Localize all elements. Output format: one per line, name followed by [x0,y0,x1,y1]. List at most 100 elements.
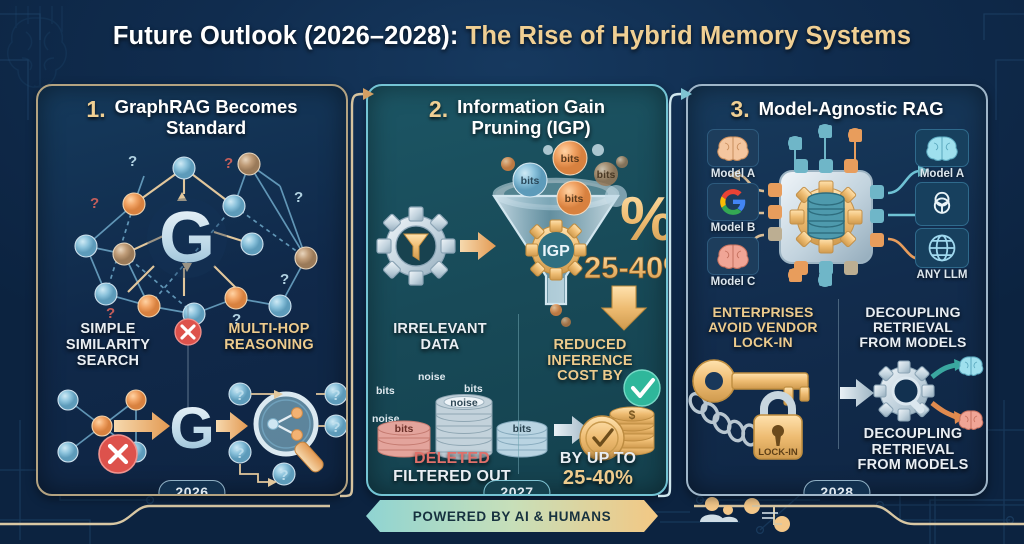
svg-text:?: ? [280,271,289,288]
panel1-title: GraphRAG Becomes Standard [114,96,298,138]
panel3-title: Model-Agnostic RAG [758,98,944,119]
svg-text:bits: bits [513,423,532,435]
google-g-icon [707,183,759,222]
chip-database-icon [768,159,884,276]
left-model-1[interactable]: Model B [694,183,772,234]
panel1-header: 1. GraphRAG Becomes Standard [38,86,346,144]
percent-value: 25-40% [584,250,668,285]
panel2-data-flow: bits noise bits noise noise bits bits [372,369,661,462]
panel1-reject-icon [98,434,138,475]
svg-text:?: ? [294,189,303,206]
panel2-byupto-label: BY UP TO [559,450,637,468]
panel1-body: G ? ? [38,144,346,490]
panel1-number: 1. [86,96,106,122]
panel1-divider [174,306,202,415]
panel-model-agnostic[interactable]: 3. Model-Agnostic RAG [686,84,988,496]
svg-text:bits: bits [376,385,395,397]
right-model-1[interactable] [902,182,982,227]
flow-letter-g: G [169,396,214,461]
title-secondary: The Rise of Hybrid Memory Systems [458,22,912,50]
panel2-number: 2. [428,96,449,122]
brain-icon [707,237,759,276]
graph-letter-g: G [159,198,215,278]
svg-text:bits: bits [597,169,616,181]
magnifier-icon [253,391,324,473]
left-model-2-label: Model C [710,276,756,289]
noise-disc-stack: noise [435,394,493,461]
igp-gear-icon: IGP [525,219,587,281]
footer-banner: POWERED BY AI & HUMANS [366,500,658,532]
left-model-0[interactable]: Model A [694,129,772,180]
vendor-lockin-illustration: LOCK-IN [688,359,810,460]
brain-icon [707,129,759,168]
svg-text:noise: noise [450,397,478,409]
panel3-bottom-caption: DECOUPLING RETRIEVAL FROM MODELS [857,426,969,474]
svg-text:?: ? [235,387,244,404]
coins-stack: $ [579,406,655,462]
panel2-left-caption: IRRELEVANT DATA [393,321,487,354]
panel1-flow-illustration: G ? [57,382,346,488]
footer-left-trace [0,504,330,526]
panel2-deleted-label: DELETED [413,450,491,468]
svg-text:?: ? [232,311,241,328]
panel-graphrag[interactable]: 1. GraphRAG Becomes Standard [36,84,348,496]
brain-icon [915,129,969,168]
svg-text:?: ? [331,387,340,404]
people-icon [700,497,738,522]
lock-in-label: LOCK-IN [758,447,798,458]
left-model-2[interactable]: Model C [694,237,772,288]
right-model-2[interactable]: ANY LLM [902,228,982,281]
svg-text:?: ? [279,467,288,484]
left-model-1-label: Model B [710,222,756,235]
panel2-range-label: 25-40% [562,467,634,490]
igp-funnel-illustration: bits bits bits bits [376,140,668,332]
panel3-header: 3. Model-Agnostic RAG [688,86,986,127]
left-models-column: Model A Model B [694,129,772,288]
svg-text:bits: bits [464,383,483,395]
svg-text:noise: noise [418,371,446,383]
padlock-icon: LOCK-IN [753,391,803,460]
right-model-0-label: Model A [919,168,965,181]
svg-text:?: ? [128,153,137,170]
panel-igp[interactable]: 2. Information Gain Pruning (IGP) [366,84,668,496]
panel1-right-caption: MULTI-HOP REASONING [224,321,314,354]
panel3-divider [838,299,839,450]
panel2-right-caption: REDUCED INFERENCE COST BY [520,322,660,400]
panel3-left-caption: ENTERPRISES AVOID VENDOR LOCK-IN [708,304,818,351]
panel3-year-badge: 2028 [803,480,871,494]
panel2-header: 2. Information Gain Pruning (IGP) [368,86,666,144]
panel1-left-caption: SIMPLE SIMILARITY SEARCH [65,321,151,369]
decoupling-illustration [840,356,984,431]
panel2-title: Information Gain Pruning (IGP) [457,96,606,138]
key-icon [692,359,810,406]
svg-text:?: ? [224,155,233,172]
svg-text:bits: bits [521,175,540,187]
svg-text:$: $ [629,408,636,422]
right-model-0[interactable]: Model A [902,129,982,180]
panel1-year-badge: 2026 [158,480,226,494]
page-title: Future Outlook (2026–2028): The Rise of … [0,22,1024,51]
panel3-number: 3. [730,96,750,122]
filter-gear-icon [376,206,456,287]
panel2-body: bits bits bits bits [368,140,668,490]
svg-text:bits: bits [565,193,584,205]
right-model-2-label: ANY LLM [916,269,968,282]
bits-disc-stack: bits [496,420,548,458]
globe-icon [915,228,969,269]
knowledge-graph-illustration: G ? ? [74,152,318,328]
svg-text:?: ? [90,195,99,212]
openai-icon [915,182,969,227]
panel2-right-caption-text: REDUCED INFERENCE COST BY [547,337,633,385]
svg-text:bits: bits [395,423,414,435]
right-models-column: Model A [902,129,982,281]
left-model-0-label: Model A [710,168,756,181]
panel2-divider [518,314,519,475]
footer-right-trace [694,497,1024,532]
footer-banner-label: POWERED BY AI & HUMANS [412,508,612,524]
panel3-body: Model A Model B [688,124,986,474]
title-primary: Future Outlook (2026–2028): [112,22,459,50]
percent-glyph: % [620,185,668,254]
svg-text:?: ? [235,445,244,462]
deleted-disc-stack: bits [377,420,431,458]
